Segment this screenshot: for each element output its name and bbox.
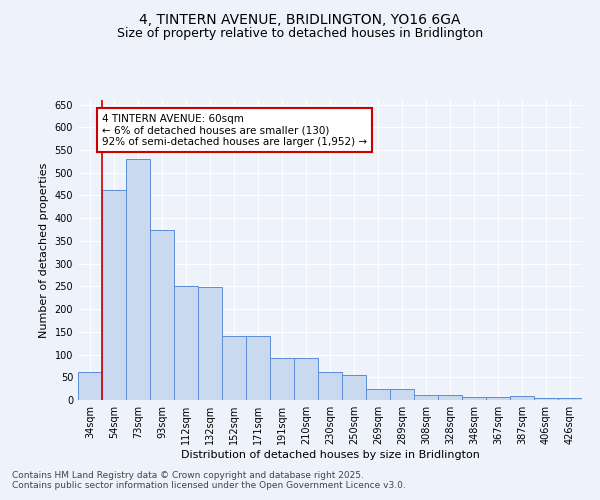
Bar [174, 286, 198, 400]
Bar [486, 398, 510, 400]
X-axis label: Distribution of detached houses by size in Bridlington: Distribution of detached houses by size … [181, 450, 479, 460]
Bar [270, 358, 294, 400]
Bar [558, 398, 582, 400]
Bar [102, 190, 126, 400]
Bar [222, 336, 246, 400]
Bar [462, 398, 486, 400]
Text: Size of property relative to detached houses in Bridlington: Size of property relative to detached ho… [117, 28, 483, 40]
Bar [366, 388, 390, 400]
Bar [390, 388, 414, 400]
Text: Contains HM Land Registry data © Crown copyright and database right 2025.
Contai: Contains HM Land Registry data © Crown c… [12, 470, 406, 490]
Bar [126, 159, 150, 400]
Bar [414, 396, 438, 400]
Bar [534, 398, 558, 400]
Y-axis label: Number of detached properties: Number of detached properties [39, 162, 49, 338]
Bar [510, 396, 534, 400]
Bar [150, 230, 174, 400]
Bar [78, 372, 102, 400]
Bar [342, 375, 366, 400]
Text: 4, TINTERN AVENUE, BRIDLINGTON, YO16 6GA: 4, TINTERN AVENUE, BRIDLINGTON, YO16 6GA [139, 12, 461, 26]
Bar [198, 288, 222, 400]
Bar [438, 396, 462, 400]
Bar [246, 336, 270, 400]
Bar [318, 372, 342, 400]
Bar [294, 358, 318, 400]
Text: 4 TINTERN AVENUE: 60sqm
← 6% of detached houses are smaller (130)
92% of semi-de: 4 TINTERN AVENUE: 60sqm ← 6% of detached… [102, 114, 367, 147]
